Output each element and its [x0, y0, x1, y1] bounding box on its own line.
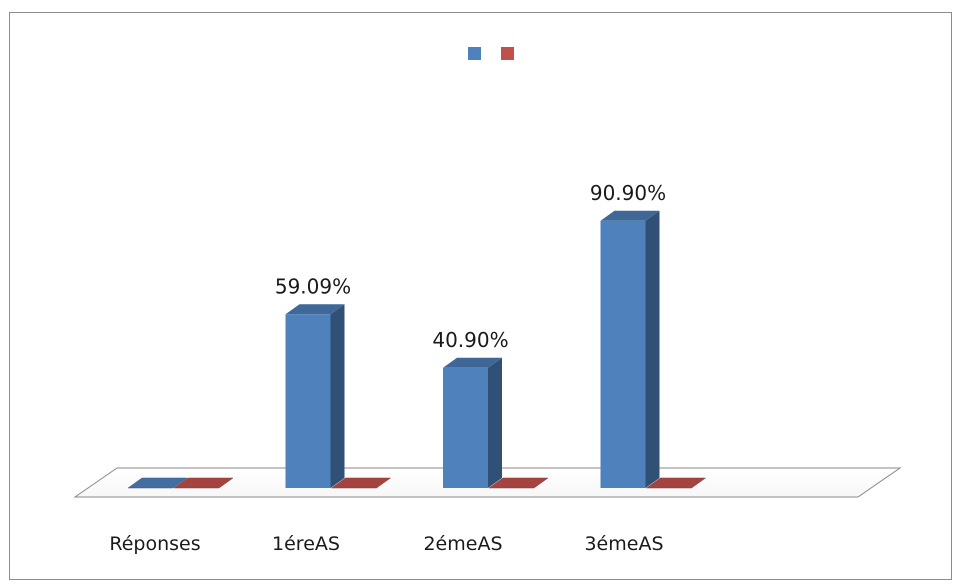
legend-swatch-1 — [501, 47, 514, 60]
bar-blue-1 — [285, 314, 331, 488]
bar-top-2 — [443, 357, 502, 368]
legend-swatch-0 — [468, 47, 481, 60]
bar-side-2 — [488, 357, 502, 488]
category-label-3: 3émeAS — [584, 533, 663, 555]
category-label-2: 2émeAS — [423, 533, 502, 555]
bar-top-1 — [285, 304, 345, 315]
label-group: Réponses 59.09% 1éreAS 40.90% 2émeAS 90.90% 3é… — [109, 181, 666, 555]
bar-blue-0 — [127, 477, 188, 489]
chart-legend — [468, 47, 514, 60]
data-label-1: 59.09% — [275, 274, 351, 298]
category-label-0: Réponses — [109, 533, 200, 555]
bar-group — [127, 210, 707, 489]
bar-side-1 — [330, 304, 345, 488]
category-label-1: 1éreAS — [272, 533, 340, 555]
bar-side-3 — [645, 210, 660, 488]
bar-blue-2 — [443, 367, 488, 488]
bar-red-1 — [330, 477, 392, 489]
data-label-3: 90.90% — [590, 181, 666, 205]
bar-blue-3 — [600, 220, 646, 488]
bar-red-3 — [645, 477, 707, 489]
bar-red-0 — [173, 477, 234, 489]
bar-top-3 — [600, 210, 660, 221]
data-label-2: 40.90% — [432, 328, 508, 352]
bar-red-2 — [488, 477, 549, 489]
